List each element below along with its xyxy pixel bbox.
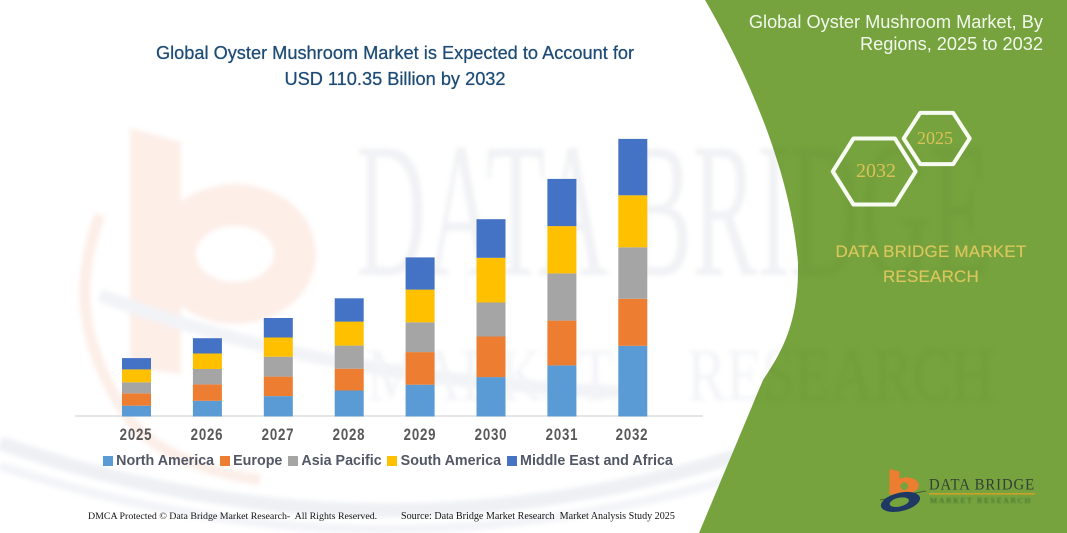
svg-text:DATA BRIDGE: DATA BRIDGE bbox=[929, 477, 1035, 494]
svg-text:MARKET RESEARCH: MARKET RESEARCH bbox=[930, 497, 1032, 505]
